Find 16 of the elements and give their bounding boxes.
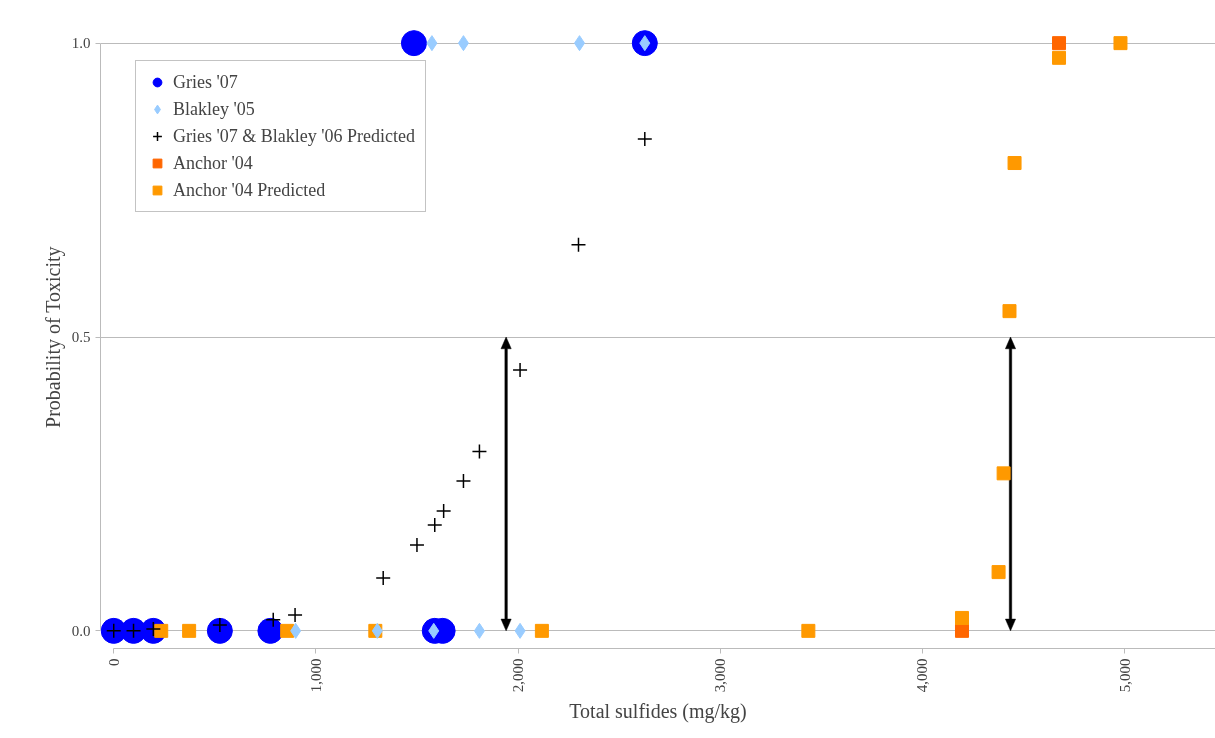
x-tick-label: 3,000 <box>712 658 729 693</box>
x-axis-title: Total sulfides (mg/kg) <box>569 700 747 724</box>
y-tick-label: 1.0 <box>71 35 91 52</box>
legend-label: Anchor '04 Predicted <box>173 179 326 201</box>
x-tick-label: 1,000 <box>307 658 324 693</box>
legend-label: Gries '07 <box>173 71 238 93</box>
y-tick-label: 0.0 <box>71 622 91 639</box>
legend-label: Blakley '05 <box>173 98 255 120</box>
x-tick-label: 2,000 <box>510 658 527 693</box>
x-tick-label: 0 <box>105 658 122 666</box>
x-tick-label: 4,000 <box>914 658 931 693</box>
y-axis-title: Probability of Toxicity <box>41 246 65 428</box>
y-tick-label: 0.5 <box>71 329 91 345</box>
legend-label: Anchor '04 <box>173 152 253 174</box>
x-tick-label: 5,000 <box>1116 658 1133 693</box>
legend-label: Gries '07 & Blakley '06 Predicted <box>173 125 415 147</box>
